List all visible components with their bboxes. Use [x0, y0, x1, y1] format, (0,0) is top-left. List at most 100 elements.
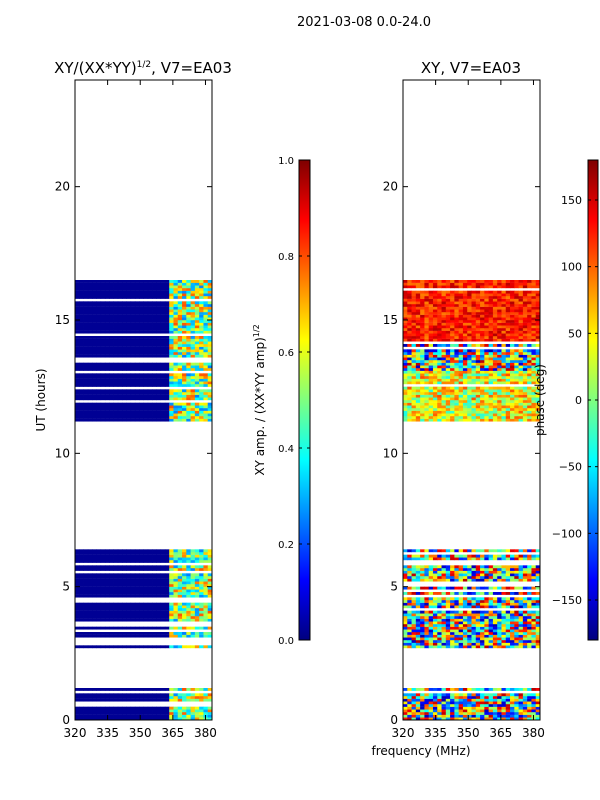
- heatmap-cell: [134, 578, 140, 582]
- heatmap-cell: [480, 349, 485, 353]
- heatmap-cell: [83, 706, 89, 710]
- heatmap-cell: [122, 402, 127, 406]
- heatmap-cell: [173, 392, 179, 395]
- heatmap-cell: [139, 314, 144, 318]
- heatmap-cell: [87, 341, 93, 345]
- heatmap-cell: [522, 357, 528, 361]
- heatmap-cell: [203, 613, 209, 617]
- heatmap-cell: [203, 557, 209, 561]
- heatmap-cell: [96, 608, 102, 611]
- heatmap-cell: [152, 618, 157, 622]
- heatmap-cell: [126, 560, 132, 563]
- heatmap-cell: [207, 605, 212, 609]
- heatmap-cell: [113, 632, 119, 635]
- heatmap-cell: [492, 621, 498, 625]
- heatmap-cell: [83, 565, 89, 569]
- heatmap-cell: [100, 312, 106, 315]
- heatmap-cell: [432, 597, 438, 601]
- heatmap-cell: [407, 626, 412, 630]
- heatmap-cell: [458, 378, 464, 382]
- heatmap-cell: [177, 330, 183, 334]
- heatmap-cell: [424, 368, 430, 371]
- heatmap-cell: [207, 320, 212, 323]
- heatmap-cell: [75, 376, 80, 379]
- heatmap-cell: [164, 698, 170, 702]
- heatmap-cell: [424, 714, 430, 718]
- heatmap-cell: [424, 597, 430, 601]
- heatmap-cell: [505, 349, 511, 353]
- heatmap-cell: [113, 349, 119, 353]
- heatmap-cell: [420, 602, 425, 606]
- heatmap-cell: [156, 696, 162, 699]
- heatmap-cell: [173, 608, 179, 611]
- heatmap-cell: [207, 341, 212, 345]
- heatmap-cell: [147, 605, 153, 609]
- heatmap-cell: [497, 696, 502, 699]
- heatmap-cell: [471, 693, 477, 697]
- heatmap-cell: [134, 568, 140, 571]
- heatmap-cell: [160, 312, 166, 315]
- heatmap-cell: [109, 586, 114, 590]
- heatmap-cell: [415, 645, 421, 649]
- heatmap-cell: [109, 325, 114, 329]
- heatmap-cell: [467, 696, 472, 699]
- heatmap-cell: [415, 698, 421, 702]
- heatmap-cell: [109, 568, 114, 571]
- heatmap-cell: [139, 698, 144, 702]
- heatmap-cell: [177, 293, 183, 297]
- heatmap-cell: [203, 373, 209, 377]
- heatmap-cell: [501, 565, 507, 569]
- heatmap-cell: [514, 362, 519, 366]
- heatmap-cell: [160, 613, 166, 617]
- heatmap-cell: [160, 592, 166, 595]
- heatmap-cell: [458, 645, 464, 649]
- heatmap-cell: [415, 392, 421, 395]
- heatmap-cell: [505, 696, 511, 699]
- heatmap-cell: [535, 389, 540, 393]
- heatmap-cell: [113, 288, 119, 291]
- heatmap-cell: [79, 293, 84, 297]
- heatmap-cell: [113, 610, 119, 614]
- heatmap-cell: [104, 346, 110, 350]
- heatmap-cell: [454, 642, 460, 646]
- heatmap-cell: [488, 613, 494, 617]
- heatmap-cell: [514, 637, 519, 641]
- heatmap-cell: [492, 365, 498, 369]
- heatmap-cell: [109, 565, 114, 569]
- heatmap-cell: [501, 632, 507, 635]
- heatmap-cell: [92, 549, 97, 553]
- heatmap-cell: [471, 394, 477, 398]
- heatmap-cell: [484, 328, 490, 331]
- heatmap-cell: [143, 634, 149, 638]
- heatmap-cell: [510, 400, 515, 403]
- heatmap-cell: [492, 634, 498, 638]
- heatmap-cell: [87, 573, 93, 577]
- heatmap-cell: [420, 360, 425, 363]
- heatmap-cell: [100, 554, 106, 558]
- heatmap-cell: [467, 394, 472, 398]
- heatmap-cell: [488, 693, 494, 697]
- heatmap-cell: [87, 554, 93, 558]
- heatmap-cell: [488, 576, 494, 579]
- heatmap-cell: [173, 645, 179, 649]
- heatmap-cell: [441, 624, 447, 627]
- heatmap-cell: [467, 570, 472, 574]
- heatmap-cell: [190, 301, 196, 305]
- heatmap-cell: [505, 402, 511, 406]
- heatmap-cell: [480, 704, 485, 707]
- heatmap-cell: [173, 365, 179, 369]
- heatmap-cell: [492, 370, 498, 374]
- heatmap-cell: [83, 693, 89, 697]
- heatmap-cell: [164, 610, 170, 614]
- heatmap-cell: [420, 610, 425, 614]
- heatmap-cell: [173, 376, 179, 379]
- heatmap-cell: [152, 698, 157, 702]
- heatmap-cell: [492, 714, 498, 718]
- heatmap-cell: [497, 597, 502, 601]
- heatmap-cell: [92, 560, 97, 563]
- heatmap-cell: [428, 701, 434, 705]
- heatmap-cell: [420, 402, 425, 406]
- phase-panel-title: XY, V7=EA03: [421, 59, 521, 77]
- heatmap-cell: [535, 610, 540, 614]
- heatmap-cell: [134, 696, 140, 699]
